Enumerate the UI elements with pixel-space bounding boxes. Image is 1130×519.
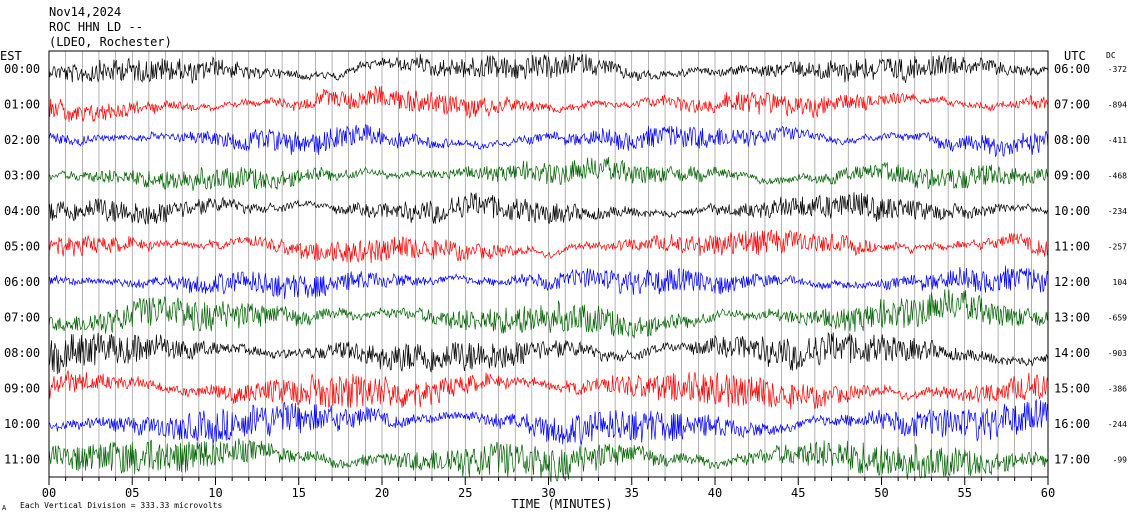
est-row-label: 03:00 <box>4 169 40 183</box>
est-row-label: 01:00 <box>4 98 40 112</box>
dc-offset-label: -903 <box>1108 349 1127 358</box>
row-labels: 00:00 06:00 -372 01:00 07:00 -894 02:00 08:00 -4… <box>4 62 1127 467</box>
est-row-label: 06:00 <box>4 275 40 289</box>
utc-row-label: 07:00 <box>1054 98 1090 112</box>
dc-offset-label: -659 <box>1108 314 1127 323</box>
x-tick-label: 00 <box>42 486 56 500</box>
est-row-label: 11:00 <box>4 453 40 467</box>
utc-row-label: 16:00 <box>1054 417 1090 431</box>
seismic-traces <box>48 53 1049 483</box>
date-label: Nov14,2024 <box>49 5 121 19</box>
est-row-label: 08:00 <box>4 346 40 360</box>
est-axis-label: EST <box>0 49 22 63</box>
dc-offset-label: -372 <box>1108 65 1127 74</box>
station-label: ROC HHN LD -- <box>49 20 143 34</box>
network-label: (LDEO, Rochester) <box>49 35 172 49</box>
dc-offset-label: -386 <box>1108 385 1127 394</box>
utc-row-label: 15:00 <box>1054 382 1090 396</box>
dc-offset-label: -468 <box>1108 172 1127 181</box>
utc-row-label: 08:00 <box>1054 133 1090 147</box>
trace-0700 <box>48 289 1049 339</box>
dc-offset-label: 104 <box>1113 278 1128 287</box>
x-tick-label: 50 <box>874 486 888 500</box>
vertical-division-note: Each Vertical Division = 333.33 microvol… <box>20 501 222 510</box>
utc-row-label: 14:00 <box>1054 346 1090 360</box>
x-tick-label: 05 <box>125 486 139 500</box>
dc-axis-label: DC <box>1106 51 1116 60</box>
x-axis-title: TIME (MINUTES) <box>511 497 612 511</box>
est-row-label: 04:00 <box>4 204 40 218</box>
utc-axis-label: UTC <box>1064 49 1086 63</box>
x-tick-label: 45 <box>791 486 805 500</box>
x-tick-label: 40 <box>708 486 722 500</box>
est-row-label: 10:00 <box>4 417 40 431</box>
est-row-label: 07:00 <box>4 311 40 325</box>
dc-offset-label: -234 <box>1108 207 1127 216</box>
trace-0500 <box>48 229 1049 264</box>
est-row-label: 00:00 <box>4 62 40 76</box>
minute-gridlines <box>65 51 1032 477</box>
trace-0600 <box>48 265 1049 300</box>
x-tick-label: 15 <box>292 486 306 500</box>
x-tick-label: 30 <box>541 486 555 500</box>
trace-0800 <box>48 331 1049 375</box>
est-row-label: 02:00 <box>4 133 40 147</box>
trace-0200 <box>48 124 1049 158</box>
est-row-label: 05:00 <box>4 240 40 254</box>
utc-row-label: 09:00 <box>1054 169 1090 183</box>
trace-0000 <box>48 53 1049 84</box>
x-tick-label: 20 <box>375 486 389 500</box>
dc-offset-label: -99 <box>1113 456 1128 465</box>
trace-0900 <box>48 370 1049 410</box>
trace-0100 <box>48 85 1049 123</box>
x-axis-ticks: 00 05 10 15 20 25 30 35 40 45 50 55 60 <box>42 477 1055 500</box>
x-tick-label: 35 <box>625 486 639 500</box>
utc-row-label: 11:00 <box>1054 240 1090 254</box>
dc-offset-label: -411 <box>1108 136 1127 145</box>
trace-0400 <box>48 192 1049 225</box>
dc-offset-label: -257 <box>1108 243 1127 252</box>
trace-1100 <box>48 438 1049 483</box>
trace-1000 <box>48 398 1049 445</box>
utc-row-label: 17:00 <box>1054 453 1090 467</box>
x-tick-label: 25 <box>458 486 472 500</box>
x-tick-label: 60 <box>1041 486 1055 500</box>
x-tick-label: 55 <box>958 486 972 500</box>
x-tick-label: 10 <box>208 486 222 500</box>
utc-row-label: 10:00 <box>1054 204 1090 218</box>
dc-offset-label: -244 <box>1108 420 1127 429</box>
utc-row-label: 13:00 <box>1054 311 1090 325</box>
est-row-label: 09:00 <box>4 382 40 396</box>
utc-row-label: 06:00 <box>1054 62 1090 76</box>
utc-row-label: 12:00 <box>1054 275 1090 289</box>
footer-mark: A <box>2 504 7 512</box>
trace-0300 <box>48 156 1049 191</box>
dc-offset-label: -894 <box>1108 101 1127 110</box>
